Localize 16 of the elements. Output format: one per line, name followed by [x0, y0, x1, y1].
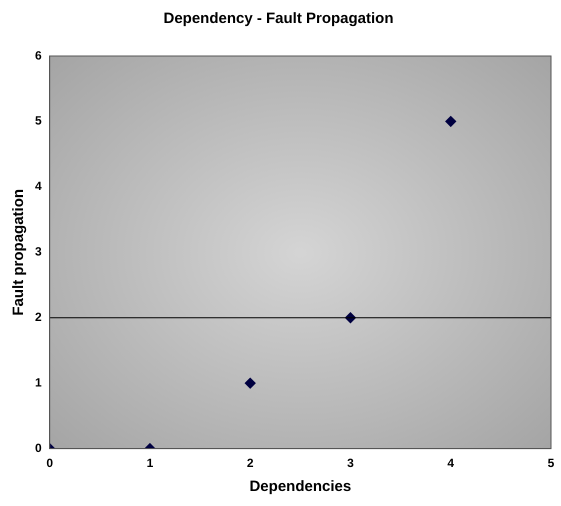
- y-axis-title: Fault propagation: [10, 188, 28, 316]
- y-tick-label: 1: [34, 375, 42, 390]
- x-tick-label: 0: [46, 456, 54, 470]
- x-tick-label: 5: [548, 456, 555, 470]
- x-tick-label: 3: [347, 456, 354, 470]
- chart-title: Dependency - Fault Propagation: [163, 10, 394, 28]
- y-tick-label: 5: [34, 114, 42, 128]
- x-tick-label: 2: [246, 456, 254, 470]
- y-tick-label: 2: [34, 310, 42, 324]
- y-tick-label: 6: [34, 48, 42, 62]
- y-tick-label: 0: [34, 440, 42, 455]
- y-tick-label: 4: [34, 179, 42, 194]
- y-tick-label: 3: [34, 244, 42, 259]
- x-tick-label: 1: [146, 456, 154, 470]
- x-axis-title: Dependencies: [249, 478, 352, 496]
- x-tick-label: 4: [447, 456, 454, 470]
